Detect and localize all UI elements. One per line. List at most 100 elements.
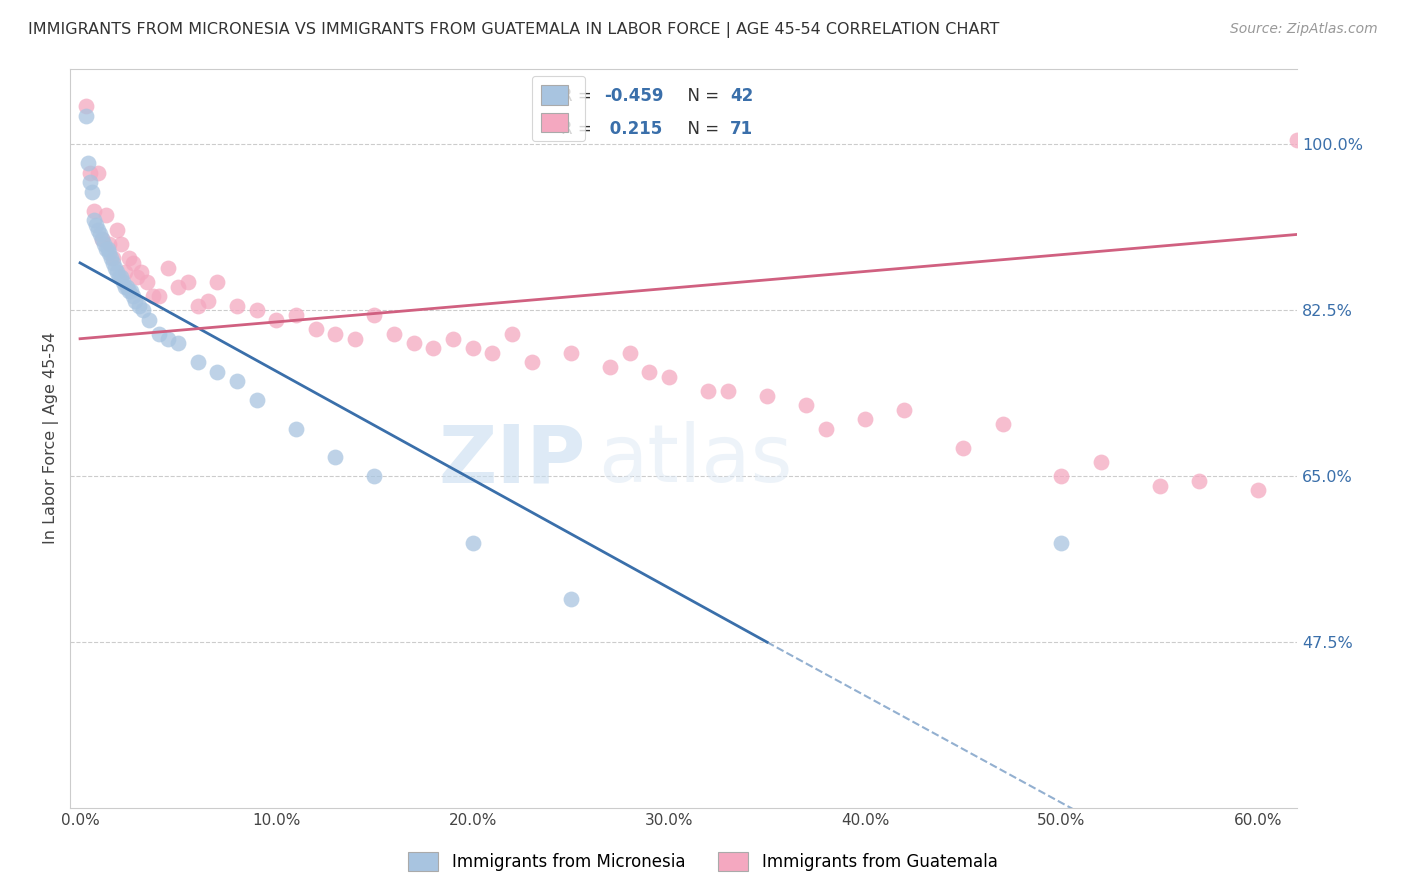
Point — [1149, 479, 1171, 493]
Point — [461, 535, 484, 549]
Point — [187, 299, 209, 313]
Point — [619, 346, 641, 360]
Point — [79, 166, 101, 180]
Point — [115, 279, 138, 293]
Point — [80, 185, 103, 199]
Point — [1050, 469, 1073, 483]
Point — [83, 203, 105, 218]
Point — [207, 275, 229, 289]
Point — [75, 99, 97, 113]
Point — [108, 270, 131, 285]
Point — [157, 260, 180, 275]
Point — [89, 227, 111, 242]
Point — [560, 346, 582, 360]
Point — [363, 308, 385, 322]
Point — [96, 242, 118, 256]
Point — [94, 242, 117, 256]
Point — [129, 265, 152, 279]
Point — [86, 223, 108, 237]
Point — [90, 232, 112, 246]
Text: R =: R = — [561, 87, 598, 105]
Point — [1050, 535, 1073, 549]
Point — [114, 279, 136, 293]
Point — [323, 326, 346, 341]
Point — [501, 326, 523, 341]
Point — [110, 236, 132, 251]
Point — [77, 156, 100, 170]
Text: -0.459: -0.459 — [605, 87, 664, 105]
Point — [110, 270, 132, 285]
Point — [128, 299, 150, 313]
Text: atlas: atlas — [598, 422, 792, 500]
Point — [794, 398, 817, 412]
Point — [814, 422, 837, 436]
Point — [638, 365, 661, 379]
Point — [441, 332, 464, 346]
Text: N =: N = — [678, 120, 725, 138]
Point — [157, 332, 180, 346]
Text: ZIP: ZIP — [439, 422, 585, 500]
Point — [138, 312, 160, 326]
Text: 0.215: 0.215 — [605, 120, 662, 138]
Point — [125, 270, 148, 285]
Point — [1188, 474, 1211, 488]
Point — [717, 384, 740, 398]
Point — [461, 341, 484, 355]
Point — [135, 275, 157, 289]
Point — [599, 360, 621, 375]
Point — [177, 275, 200, 289]
Point — [1324, 492, 1347, 507]
Point — [148, 326, 170, 341]
Point — [118, 285, 141, 299]
Point — [98, 236, 121, 251]
Point — [83, 213, 105, 227]
Point — [520, 355, 543, 369]
Point — [284, 422, 307, 436]
Point — [246, 393, 269, 408]
Text: 71: 71 — [730, 120, 754, 138]
Point — [481, 346, 503, 360]
Point — [120, 285, 142, 299]
Text: R =: R = — [561, 120, 598, 138]
Point — [560, 592, 582, 607]
Point — [187, 355, 209, 369]
Point — [142, 289, 165, 303]
Point — [1247, 483, 1270, 498]
Point — [246, 303, 269, 318]
Text: IMMIGRANTS FROM MICRONESIA VS IMMIGRANTS FROM GUATEMALA IN LABOR FORCE | AGE 45-: IMMIGRANTS FROM MICRONESIA VS IMMIGRANTS… — [28, 22, 1000, 38]
Point — [853, 412, 876, 426]
Point — [112, 275, 135, 289]
Point — [266, 312, 288, 326]
Point — [124, 293, 146, 308]
Point — [98, 246, 121, 260]
Point — [402, 336, 425, 351]
Point — [697, 384, 720, 398]
Point — [75, 109, 97, 123]
Point — [756, 389, 779, 403]
Point — [122, 256, 145, 270]
Point — [893, 402, 915, 417]
Point — [1285, 133, 1308, 147]
Point — [118, 251, 141, 265]
Text: N =: N = — [678, 87, 725, 105]
Point — [84, 218, 107, 232]
Point — [1090, 455, 1112, 469]
Point — [93, 236, 115, 251]
Point — [94, 209, 117, 223]
Point — [284, 308, 307, 322]
Point — [343, 332, 366, 346]
Legend: Immigrants from Micronesia, Immigrants from Guatemala: Immigrants from Micronesia, Immigrants f… — [399, 843, 1007, 880]
Point — [304, 322, 326, 336]
Point — [952, 441, 974, 455]
Point — [991, 417, 1014, 431]
Point — [86, 166, 108, 180]
Point — [207, 365, 229, 379]
Point — [167, 279, 190, 293]
Point — [382, 326, 405, 341]
Point — [658, 369, 681, 384]
Point — [122, 289, 145, 303]
Point — [90, 232, 112, 246]
Point — [79, 175, 101, 189]
Point — [422, 341, 444, 355]
Point — [226, 375, 249, 389]
